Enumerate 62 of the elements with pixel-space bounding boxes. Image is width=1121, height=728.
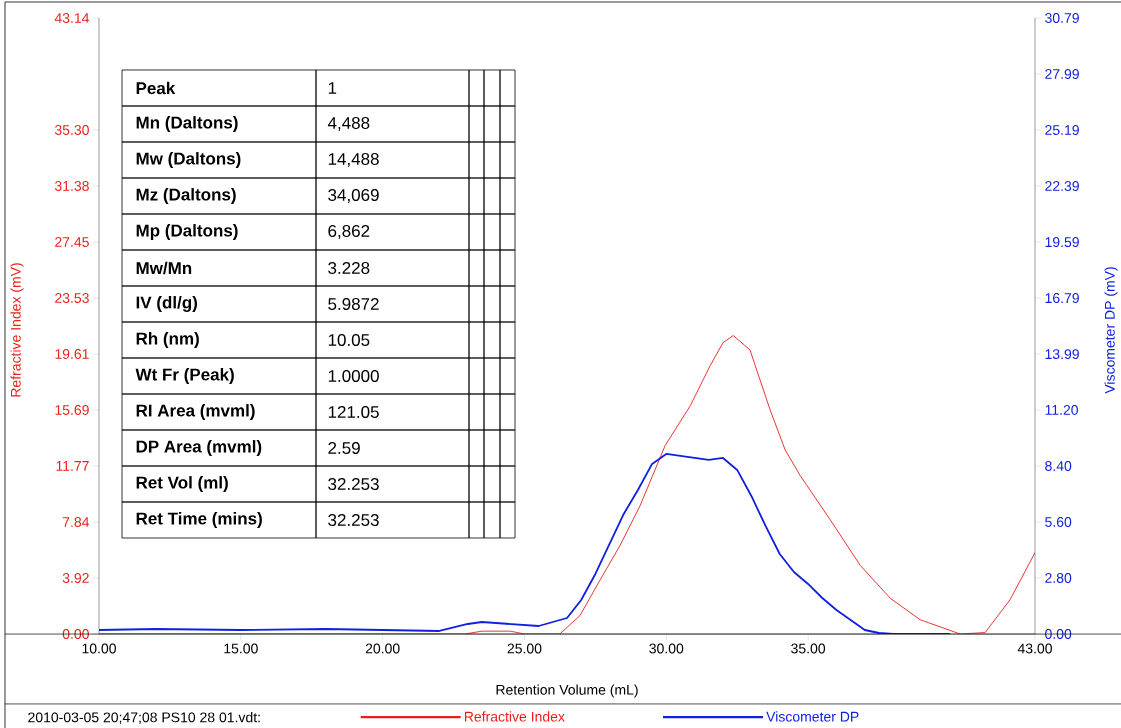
y2-tick-label: 2.80 [1045, 573, 1072, 583]
y-tick-label: 15.69 [55, 404, 89, 415]
annotation: 32.253 [328, 477, 379, 491]
annotation: Ret Vol (ml) [136, 476, 228, 492]
y-tick-label: 43.14 [54, 13, 90, 23]
y2-tick-label: 5.60 [1045, 516, 1072, 527]
y-tick-label: 0.00 [62, 629, 89, 639]
x-axis-title: Retention Volume (mL) [496, 684, 638, 698]
y-tick-label: 3.92 [62, 573, 89, 583]
y-tick-label: 19.61 [55, 349, 89, 359]
y-axis-title: Refractive Index (mV) [10, 263, 24, 397]
y2-tick-label: 22.39 [1045, 181, 1079, 192]
y2-tick-label: 8.40 [1045, 460, 1072, 471]
x-tick-label: 35.00 [791, 643, 826, 654]
annotation: Wt Fr (Peak) [135, 368, 234, 384]
y2-tick-label: 30.79 [1045, 13, 1079, 23]
x-tick-label: 20.00 [365, 643, 400, 654]
y-tick-label: 7.84 [62, 517, 90, 528]
y2-tick-label: 13.99 [1045, 349, 1079, 360]
y2-axis-title: Viscometer DP (mV) [1104, 267, 1118, 394]
x-tick-label: 43.00 [1017, 643, 1052, 654]
annotation: 3.228 [328, 261, 370, 275]
annotation: Mw (Daltons) [136, 152, 241, 168]
x-tick-label: 10.00 [82, 643, 116, 654]
annotation: RI Area (mvml) [136, 404, 255, 420]
x-tick-label: 15.00 [224, 643, 258, 654]
annotation: 2.59 [328, 441, 360, 455]
annotation: Ret Time (mins) [136, 512, 262, 528]
annotation: 32.253 [328, 513, 379, 527]
y-tick-label: 31.38 [54, 180, 89, 191]
y-tick-label: 11.77 [56, 461, 89, 471]
annotation: 4,488 [327, 116, 370, 132]
x-tick-label: 25.00 [507, 643, 542, 654]
y-tick-label: 27.45 [55, 237, 89, 247]
y2-tick-label: 25.19 [1045, 125, 1079, 135]
annotation: Peak [136, 81, 176, 95]
annotation: Mz (Daltons) [136, 188, 236, 204]
text: 2010-03-05 20;47;08 PS10 28 01.vdt: [28, 712, 260, 724]
y2-tick-label: 16.79 [1045, 293, 1079, 304]
annotation: 121.05 [328, 405, 379, 419]
annotation: IV (dl/g) [136, 296, 198, 312]
annotation: Rh (nm) [136, 332, 199, 348]
annotation: DP Area (mvml) [136, 440, 262, 456]
y-tick-label: 23.53 [55, 293, 89, 303]
y2-tick-label: 19.59 [1045, 237, 1079, 248]
annotation: 14,488 [328, 152, 379, 168]
text: Refractive Index [464, 711, 565, 722]
annotation: 10.05 [328, 333, 370, 347]
y2-tick-label: 0.00 [1045, 629, 1072, 639]
annotation: 6,862 [328, 224, 370, 240]
annotation: Mw/Mn [136, 261, 192, 275]
annotation: 1 [328, 82, 337, 94]
x-tick-label: 30.00 [649, 643, 684, 654]
y-tick-label: 35.30 [54, 124, 89, 135]
y2-tick-label: 11.20 [1045, 404, 1078, 415]
annotation: Mp (Daltons) [136, 224, 238, 240]
annotation: 5.9872 [328, 297, 379, 311]
annotation: 1.0000 [328, 369, 379, 383]
text: Viscometer DP [766, 711, 859, 722]
annotation: 34,069 [328, 188, 379, 204]
annotation: Mn (Daltons) [136, 116, 238, 132]
y2-tick-label: 27.99 [1045, 69, 1079, 79]
